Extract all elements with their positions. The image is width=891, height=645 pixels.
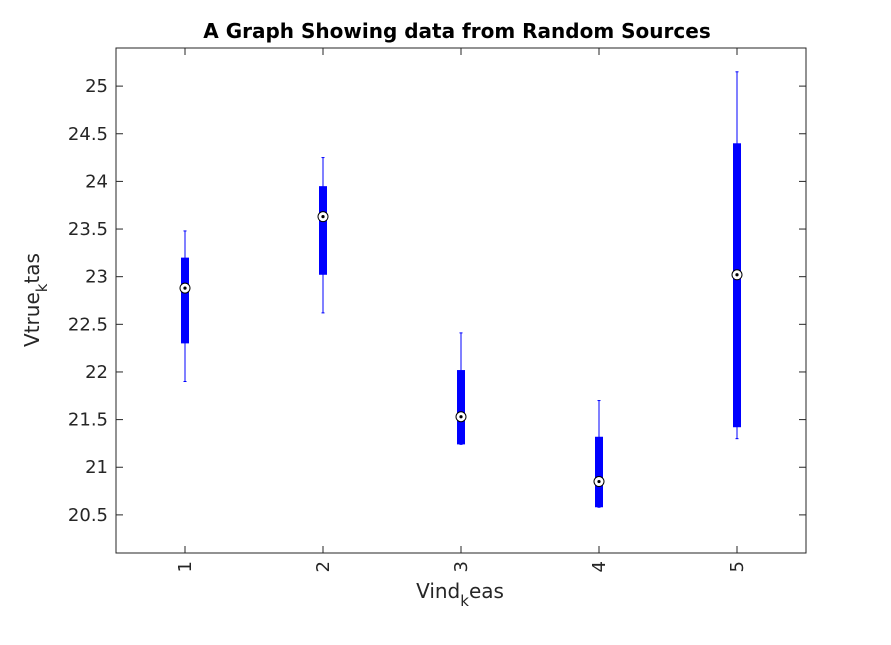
y-axis: 20.5 21 21.5 22 22.5 23 23.5 24 24.5 25 [68, 76, 806, 526]
box-series [179, 71, 743, 508]
box-5 [731, 71, 743, 440]
median-dot [597, 479, 601, 484]
y-tick-label: 23 [85, 267, 108, 288]
y-tick-label: 21 [85, 457, 108, 478]
box-iqr [181, 257, 189, 344]
median-dot [459, 415, 463, 419]
box-3 [455, 332, 467, 445]
x-tick-label: 1 [175, 561, 196, 572]
median-dot [735, 273, 739, 277]
box-iqr [319, 186, 327, 275]
y-tick-label: 24.5 [68, 124, 108, 145]
y-tick-label: 23.5 [68, 219, 108, 240]
y-axis-title: Vtruektas [20, 253, 51, 347]
box-4 [593, 400, 605, 508]
x-tick-label: 3 [451, 561, 472, 572]
x-tick-label: 4 [589, 561, 610, 572]
box-iqr [733, 143, 741, 428]
x-tick-label: 5 [727, 561, 748, 572]
box-iqr [457, 370, 465, 445]
y-tick-label: 25 [85, 76, 108, 97]
chart-title: A Graph Showing data from Random Sources [203, 19, 710, 43]
median-dot [321, 215, 325, 219]
box-iqr [595, 436, 603, 508]
box-1 [179, 230, 191, 382]
plot-area [115, 47, 807, 554]
y-tick-label: 22 [85, 362, 108, 383]
y-tick-label: 20.5 [68, 505, 108, 526]
y-tick-label: 22.5 [68, 314, 108, 335]
x-axis: 1 2 3 4 5 [175, 48, 748, 572]
x-tick-label: 2 [313, 561, 334, 572]
median-dot [183, 286, 187, 290]
box-2 [317, 157, 329, 314]
y-tick-label: 24 [85, 171, 108, 192]
x-axis-title: Vindkeas [416, 579, 504, 610]
y-tick-label: 21.5 [68, 410, 108, 431]
